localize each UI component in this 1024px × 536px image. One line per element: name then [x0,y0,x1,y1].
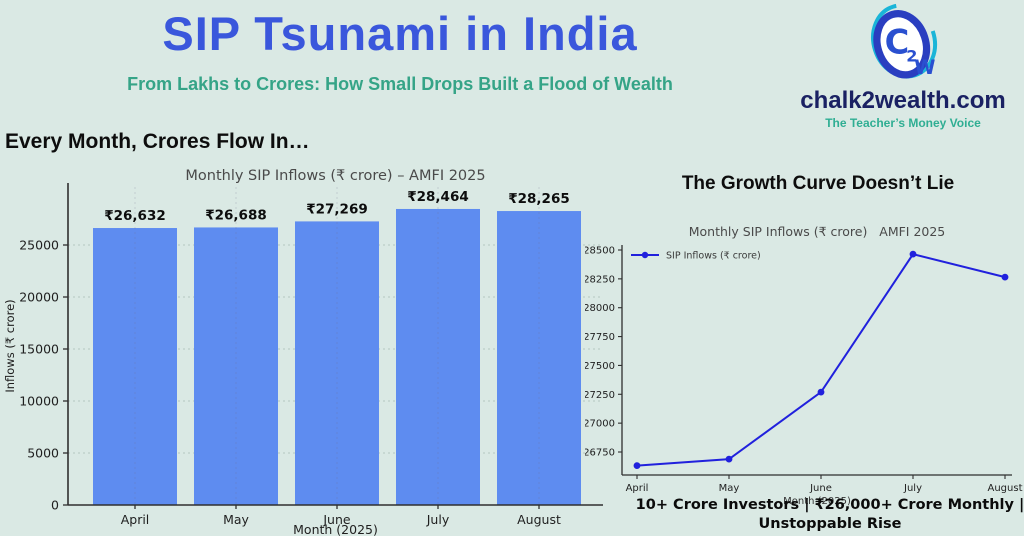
bar-april [93,228,177,505]
bottom-caption: 10+ Crore Investors | ₹26,000+ Crore Mon… [635,497,1024,532]
y-axis-tick-label: 28250 [585,274,615,285]
logo-letter-w: W [914,56,935,79]
y-axis-tick-label: 20000 [19,290,59,305]
legend-label: SIP Inflows (₹ crore) [666,251,761,262]
x-axis-tick-label: May [719,483,740,494]
data-point [817,388,825,396]
data-point [909,250,917,258]
bar-july [396,208,480,505]
x-axis-tick-label: May [223,512,249,527]
bar-june [295,221,379,505]
chalk2wealth-logo-icon: C 2 W [871,3,938,79]
bar-value-label: ₹28,265 [508,191,570,207]
bar-chart: Monthly SIP Inflows (₹ crore) – AMFI 202… [0,165,610,536]
bar-value-label: ₹26,688 [205,207,267,223]
brand-block: C 2 W chalk2wealth.com The Teacher’s Mon… [782,2,1024,130]
x-axis-tick-label: July [426,512,450,527]
bar-value-label: ₹26,632 [104,208,166,224]
x-axis-tick-label: April [626,483,649,494]
y-axis-tick-label: 28000 [585,303,615,314]
y-axis-tick-label: 27000 [585,419,615,430]
x-axis-tick-label: August [988,483,1023,494]
line-chart-title: Monthly SIP Inflows (₹ crore) AMFI 2025 [688,224,946,239]
y-axis-title: Inflows (₹ crore) [3,299,17,392]
x-axis-title: Month (2025) [783,496,851,507]
x-axis-tick-label: June [809,483,832,494]
x-axis-tick-label: June [322,512,351,527]
series-line [636,253,1006,467]
y-axis-tick-label: 27750 [585,332,615,343]
left-section-heading: Every Month, Crores Flow In… [5,130,310,153]
bar-value-label: ₹27,269 [306,201,368,217]
bar-chart-svg: ₹26,632 ₹26,688 ₹27,269 ₹28,464 ₹28,265 0 5000… [3,183,603,536]
x-axis-tick-label: August [517,512,561,527]
x-axis-tick-label: July [903,483,922,494]
y-axis-tick-label: 10000 [19,394,59,409]
right-section-heading: The Growth Curve Doesn’t Lie [681,173,955,194]
y-axis-tick-label: 5000 [27,446,59,461]
logo-inner-ring [873,10,931,79]
page-subtitle: From Lakhs to Crores: How Small Drops Bu… [127,74,673,94]
bar-august [497,211,581,505]
brand-tagline: The Teacher’s Money Voice [825,116,981,131]
line-chart: Monthly SIP Inflows (₹ crore) AMFI 2025 … [585,222,1024,514]
brand-site-name: chalk2wealth.com [800,87,1006,114]
y-axis-tick-label: 27500 [585,361,615,372]
bar-value-label: ₹28,464 [407,189,469,205]
x-axis-tick-label: April [121,512,150,527]
y-axis-tick-label: 25000 [19,238,59,253]
data-point [633,462,641,470]
data-point [1001,273,1009,281]
y-axis-tick-label: 0 [51,498,59,513]
y-axis-tick-label: 28500 [585,246,615,257]
logo-letter-c: C [885,22,910,61]
y-axis-tick-label: 27250 [585,390,615,401]
x-axis-title: Month (2025) [293,522,378,536]
logo-letter-2: 2 [906,46,917,65]
bar-may [194,227,278,505]
line-chart-svg: 26750 27000 27250 27500 27750 28000 28250 28500… [585,245,1023,507]
data-point [725,455,733,463]
y-axis-tick-label: 15000 [19,342,59,357]
legend-marker-icon [641,251,649,259]
bar-chart-title: Monthly SIP Inflows (₹ crore) – AMFI 202… [185,168,486,184]
page-title: SIP Tsunami in India [162,7,638,60]
y-axis-tick-label: 26750 [585,448,615,459]
